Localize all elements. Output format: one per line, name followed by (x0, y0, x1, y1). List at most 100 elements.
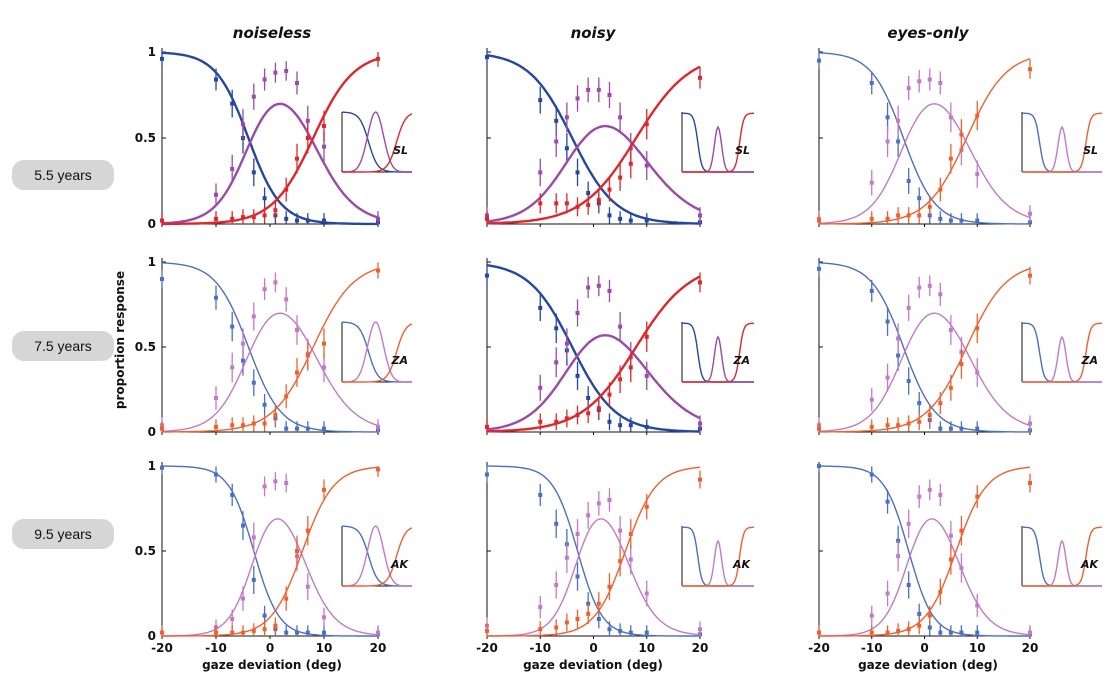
data-point-right (564, 620, 569, 625)
data-point-right (618, 559, 623, 564)
series-line-left (487, 465, 700, 637)
data-point-right (618, 377, 623, 382)
data-point-center (927, 283, 932, 288)
data-point-left (538, 305, 543, 310)
series-line-left (161, 51, 378, 226)
data-point-left (975, 218, 980, 223)
data-point-center (214, 192, 218, 197)
data-point-center (975, 172, 980, 177)
data-point-right (241, 215, 245, 220)
data-point-right (262, 421, 267, 426)
data-point-left (885, 115, 890, 120)
data-point-center (538, 170, 543, 175)
inset-plot-AK: AK (341, 525, 413, 587)
row-label-9-5-years: 9.5 years (12, 519, 114, 549)
data-point-left (628, 218, 633, 223)
data-point-left (927, 625, 932, 630)
data-point-left (485, 273, 489, 278)
data-point-center (554, 360, 559, 365)
data-point-left (975, 630, 980, 635)
inset-plot-ZA: ZA (341, 321, 413, 383)
data-point-center (1028, 421, 1032, 426)
inset-label: ZA (733, 354, 751, 367)
data-point-left (230, 492, 235, 497)
series-line-center (818, 103, 1031, 224)
inset-line-right (342, 323, 413, 383)
series-line-left (486, 54, 700, 225)
data-point-right (596, 601, 601, 606)
inset-plot-ZA: ZA (681, 322, 755, 383)
data-point-left (596, 617, 601, 621)
inset-line-right (342, 527, 413, 587)
data-point-center (284, 68, 289, 73)
data-point-left (214, 295, 218, 300)
data-point-right (322, 341, 326, 346)
series-line-left (162, 465, 378, 637)
y-tick-label: 0.5 (135, 131, 156, 145)
x-tick-label: -20 (476, 641, 498, 655)
data-point-right (927, 204, 932, 209)
data-point-right (322, 123, 326, 128)
data-point-right (485, 216, 489, 221)
data-point-left (322, 218, 326, 223)
data-point-left (959, 218, 964, 223)
data-point-right (262, 627, 267, 632)
data-point-left (575, 170, 580, 175)
data-point-center (644, 373, 649, 378)
data-point-center (607, 93, 612, 97)
data-point-center (538, 385, 543, 390)
data-point-center (273, 479, 278, 484)
data-point-left (885, 499, 890, 504)
data-point-left (160, 56, 164, 61)
data-point-center (376, 216, 380, 221)
data-point-left (586, 191, 591, 196)
data-point-right (927, 413, 932, 417)
data-point-left (938, 216, 943, 221)
data-point-right (596, 406, 601, 411)
data-point-center (917, 285, 922, 290)
data-point-right (1028, 67, 1032, 72)
data-point-center (305, 118, 310, 123)
data-point-left (618, 216, 623, 221)
column-title-eyes-only: eyes-only (887, 24, 969, 42)
data-point-left (214, 77, 218, 82)
column-title-noiseless: noiseless (233, 24, 311, 42)
data-point-center (896, 554, 901, 559)
series-line-center (161, 312, 379, 432)
data-point-center (273, 70, 278, 75)
data-point-left (938, 630, 943, 635)
data-point-right (251, 421, 256, 426)
data-point-left (906, 379, 911, 383)
data-point-center (230, 617, 235, 621)
data-point-right (948, 557, 953, 562)
data-point-left (322, 630, 326, 635)
data-point-center (1028, 630, 1032, 635)
data-point-right (586, 411, 591, 416)
data-point-center (322, 365, 326, 370)
data-point-center (230, 166, 235, 171)
data-point-right (160, 630, 164, 635)
data-point-center (948, 328, 953, 332)
data-point-left (586, 601, 591, 606)
data-point-center (906, 521, 911, 526)
data-point-left (959, 426, 964, 431)
data-point-right (644, 504, 649, 509)
inset-plot-SL: SL (681, 112, 755, 173)
data-point-left (896, 139, 901, 144)
data-point-right (305, 353, 310, 358)
x-tick-label: 10 (638, 641, 655, 655)
x-tick-label: 0 (589, 641, 597, 655)
data-point-center (596, 501, 601, 506)
series-line-center (162, 518, 379, 637)
data-point-center (885, 591, 890, 596)
data-point-center (241, 596, 245, 601)
data-point-right (869, 630, 874, 635)
data-point-center (564, 341, 569, 346)
data-point-center (975, 603, 980, 608)
data-point-right (975, 326, 980, 331)
data-point-right (295, 370, 299, 375)
data-point-right (896, 423, 901, 428)
data-point-right (586, 203, 591, 208)
data-point-right (817, 218, 821, 223)
series-line-center (486, 124, 701, 223)
